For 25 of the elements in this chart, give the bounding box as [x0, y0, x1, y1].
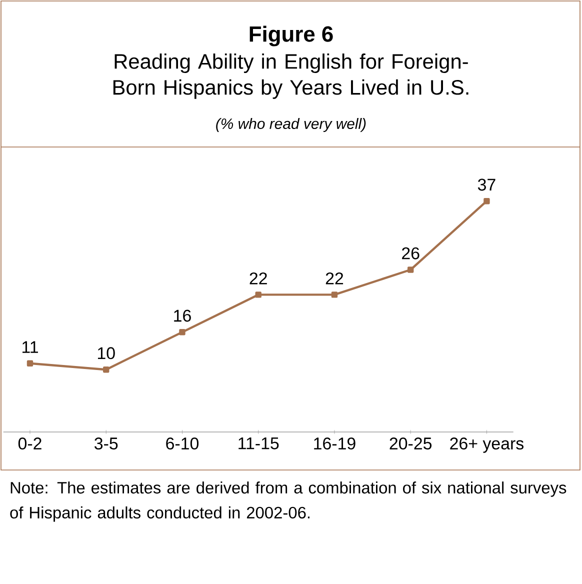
- data-label: 16: [174, 310, 191, 322]
- point: [179, 329, 186, 336]
- chart-subtitle: Reading Ability in English for Foreign-Born Hispanics by Years Lived in U.S.: [113, 54, 468, 99]
- point: [103, 366, 110, 373]
- data-label: 26: [402, 247, 420, 260]
- data-label: 10: [98, 347, 115, 360]
- x-tick-label: 3-5: [94, 438, 118, 450]
- text: (% who read very well): [216, 118, 366, 132]
- data-label: 11: [22, 341, 38, 353]
- point: [407, 266, 414, 273]
- data-label: 22: [250, 272, 267, 284]
- point: [26, 360, 34, 366]
- chart-title: Figure 6: [250, 26, 333, 46]
- data-label: 37: [478, 178, 496, 191]
- x-tick-label: 0-2: [18, 438, 42, 450]
- x-tick-label: 26+ years: [450, 438, 524, 453]
- point: [331, 292, 338, 298]
- x-tick-label: 11-15: [238, 438, 279, 450]
- point: [255, 292, 262, 298]
- data-label: 22: [326, 272, 344, 284]
- point: [484, 198, 490, 204]
- text: Note: The estimates are derived from a combination of six national surveys of Hispanic adults conducted in 2002-06.: [10, 482, 566, 522]
- x-tick-label: 16-19: [314, 438, 356, 450]
- x-tick-label: 6-10: [166, 438, 199, 450]
- x-tick-label: 20-25: [390, 438, 432, 450]
